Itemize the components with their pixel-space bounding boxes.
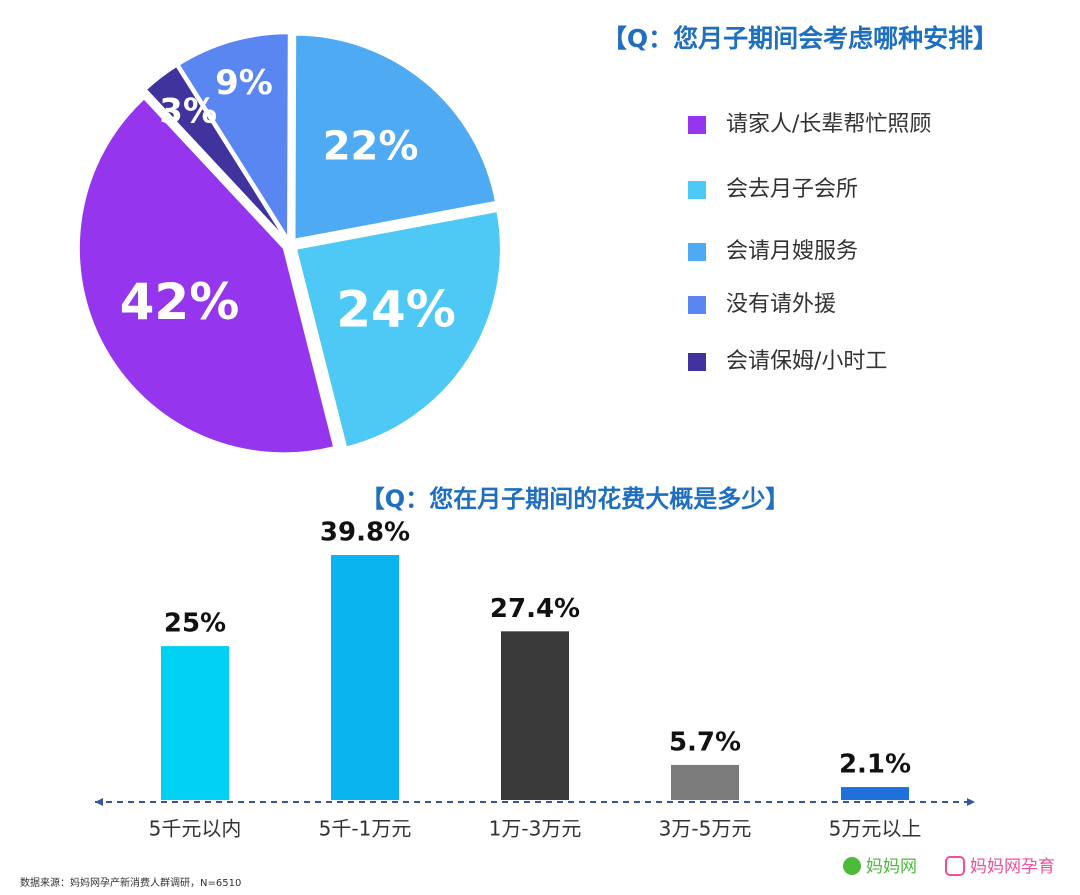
slice-label: 9% [215,63,273,103]
legend-swatch [688,243,706,261]
x-tick-label: 5千元以内 [149,817,242,841]
bar [501,631,569,800]
bar-label: 5.7% [669,727,741,757]
legend-label: 请家人/长辈帮忙照顾 [726,112,931,137]
logo: 妈妈网孕育 [970,857,1055,877]
bar [841,787,909,800]
legend-swatch [688,181,706,199]
legend-swatch [688,296,706,314]
bar-label: 25% [164,609,226,639]
legend-swatch [688,353,706,371]
legend-swatch [688,116,706,134]
legend-label: 会去月子会所 [726,177,858,202]
legend-label: 会请月嫂服务 [726,239,858,264]
source-note: 数据来源：妈妈网孕产新消费人群调研，N=6510 [20,876,241,889]
pie-slice [177,32,290,242]
legend-label: 没有请外援 [726,292,836,317]
bar-label: 27.4% [490,594,580,624]
x-tick-label: 5万元以上 [829,817,922,841]
slice-label: 24% [336,280,456,338]
x-tick-label: 3万-5万元 [659,817,752,841]
pie-slice [293,33,498,241]
bar [161,646,229,800]
bar [331,555,399,800]
legend-label: 会请保姆/小时工 [726,349,887,374]
x-tick-label: 5千-1万元 [319,817,412,841]
logo-icon [945,856,965,876]
pie-slice [294,209,502,449]
slice-label: 22% [323,123,419,169]
slice-label: 3% [159,91,217,131]
logo-icon [843,857,861,875]
bar-label: 39.8% [320,518,410,548]
logo: 妈妈网 [866,857,917,877]
pie-title: 【Q：您月子期间会考虑哪种安排】 [602,24,998,53]
x-tick-label: 1万-3万元 [489,817,582,841]
pie-slice [144,64,287,241]
bar [671,764,739,800]
bar-label: 2.1% [839,750,911,780]
bar-title: 【Q：您在月子期间的花费大概是多少】 [361,485,789,513]
pie-slice [77,97,336,455]
slice-label: 42% [120,273,240,331]
